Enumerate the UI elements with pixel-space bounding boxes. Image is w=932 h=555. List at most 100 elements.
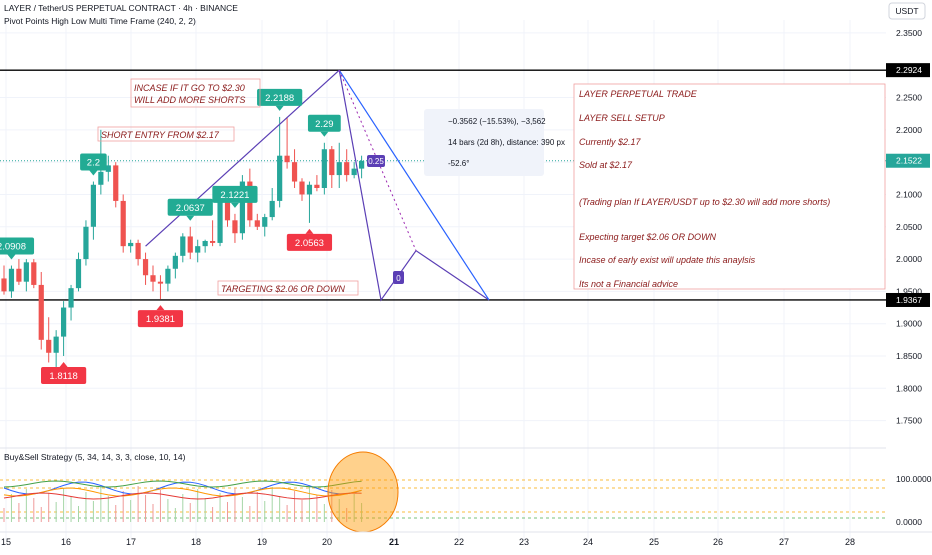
candle-body <box>180 236 186 256</box>
candle-18 <box>135 239 141 266</box>
candle-31 <box>232 213 238 243</box>
candle-body <box>359 160 365 169</box>
candle-body <box>98 171 104 185</box>
plan-box <box>573 83 886 290</box>
candle-22 <box>165 265 171 292</box>
oscillator-title: Buy&Sell Strategy (5, 34, 14, 3, 3, clos… <box>4 452 186 462</box>
plan-line-6: Incase of early exist will update this a… <box>579 255 756 265</box>
time-tick-23: 23 <box>519 537 529 547</box>
pivot-label-2: 1.9381 <box>137 305 184 328</box>
pivot-pointer <box>275 105 284 111</box>
candle-43 <box>321 142 327 195</box>
price-tick-9: 1.8500 <box>896 351 922 361</box>
pivot-value: 2.0908 <box>0 242 26 253</box>
pivot-label-1: 2.2 <box>80 153 107 176</box>
candle-body <box>113 165 119 201</box>
candle-5 <box>38 272 44 350</box>
annotations: LAYER / TetherUS PERPETUAL CONTRACT · 4h… <box>4 3 886 296</box>
pivot-value: 2.0563 <box>295 238 324 249</box>
time-tick-25: 25 <box>649 537 659 547</box>
candle-47 <box>351 162 357 179</box>
candle-body <box>165 268 171 284</box>
measure-bars: 14 bars (2d 8h), distance: 390 px <box>448 138 565 147</box>
candle-16 <box>120 194 126 253</box>
time-tick-19: 19 <box>257 537 267 547</box>
annotation-add-shorts-2: WILL ADD MORE SHORTS <box>134 95 245 105</box>
candle-26 <box>195 239 201 263</box>
candle-body <box>269 200 275 218</box>
time-tick-17: 17 <box>126 537 136 547</box>
candle-42 <box>314 175 320 192</box>
plan-line-5: Expecting target $2.06 OR DOWN <box>579 232 717 242</box>
candle-body <box>344 162 350 176</box>
candle-body <box>262 217 268 227</box>
uptrend-line <box>145 69 340 247</box>
plan-line-1: LAYER SELL SETUP <box>579 113 665 123</box>
candle-37 <box>277 116 283 208</box>
candle-body <box>314 184 320 188</box>
osc-tick-1: 0.0000 <box>896 517 922 527</box>
candle-8 <box>61 301 67 356</box>
candle-body <box>202 240 208 247</box>
candle-44 <box>329 146 335 188</box>
candle-36 <box>269 188 275 221</box>
small-label-box-1 <box>393 271 404 284</box>
pivot-box <box>80 153 107 171</box>
pivot-label-6: 2.0563 <box>286 228 333 251</box>
osc-line-signal <box>3 480 362 488</box>
candle-body <box>254 220 260 227</box>
candle-body <box>172 255 178 269</box>
pivot-value: 1.8118 <box>49 371 77 382</box>
price-tick-1: 2.2500 <box>896 93 922 103</box>
candle-9 <box>68 284 74 321</box>
candle-20 <box>150 265 156 292</box>
candle-body <box>61 307 67 337</box>
candle-38 <box>284 116 290 169</box>
price-tick-7: 1.9500 <box>896 286 922 296</box>
pivot-pointer <box>89 170 98 176</box>
small-label-1: 0 <box>396 274 401 283</box>
pivot-box <box>286 233 333 251</box>
candle-body <box>157 281 164 284</box>
pivot-label-7: 2.29 <box>307 114 341 137</box>
price-tick-0: 2.3500 <box>896 28 922 38</box>
candle-body <box>284 155 290 163</box>
candle-body <box>210 240 216 243</box>
currency-button-box[interactable] <box>888 2 926 20</box>
plan-line-3: Sold at $2.17 <box>579 160 633 170</box>
candle-body <box>291 162 298 182</box>
time-tick-15: 15 <box>1 537 11 547</box>
pivot-pointer <box>7 254 16 260</box>
candle-27 <box>202 239 208 253</box>
candle-body <box>46 339 52 353</box>
plan-line-2: Currently $2.17 <box>579 137 642 147</box>
candle-19 <box>142 252 149 285</box>
price-tick-5: 2.0500 <box>896 222 922 232</box>
candle-body <box>23 262 29 282</box>
pivot-pointer <box>320 131 329 137</box>
oscillator-pane: Buy&Sell Strategy (5, 34, 14, 3, 3, clos… <box>0 447 886 533</box>
measure-box <box>424 109 544 176</box>
candle-17 <box>128 239 134 253</box>
candle-body <box>1 278 7 292</box>
candle-body <box>239 181 245 234</box>
time-tick-21: 21 <box>389 537 399 547</box>
pivot-pointer <box>156 305 165 311</box>
pivot-pointer <box>59 362 68 367</box>
level-tag-1: 1.9367 <box>896 295 922 305</box>
plan-line-4: (Trading plan If LAYER/USDT up to $2.30 … <box>579 197 830 207</box>
candle-body <box>329 149 335 176</box>
candle-15 <box>113 162 119 208</box>
currency-button[interactable]: USDT <box>895 6 918 16</box>
price-axis: 2.35002.25002.20002.15002.10002.05002.00… <box>886 0 932 550</box>
candle-2 <box>16 259 22 285</box>
price-tick-11: 1.7500 <box>896 416 922 426</box>
candle-body <box>31 262 37 285</box>
candle-48 <box>359 155 365 179</box>
time-tick-27: 27 <box>779 537 789 547</box>
time-axis: 15 16 17 18 19 20 21 22 23 24 25 26 27 28 <box>0 531 932 547</box>
pivot-value: 2.1221 <box>220 190 249 201</box>
candle-12 <box>90 181 96 240</box>
